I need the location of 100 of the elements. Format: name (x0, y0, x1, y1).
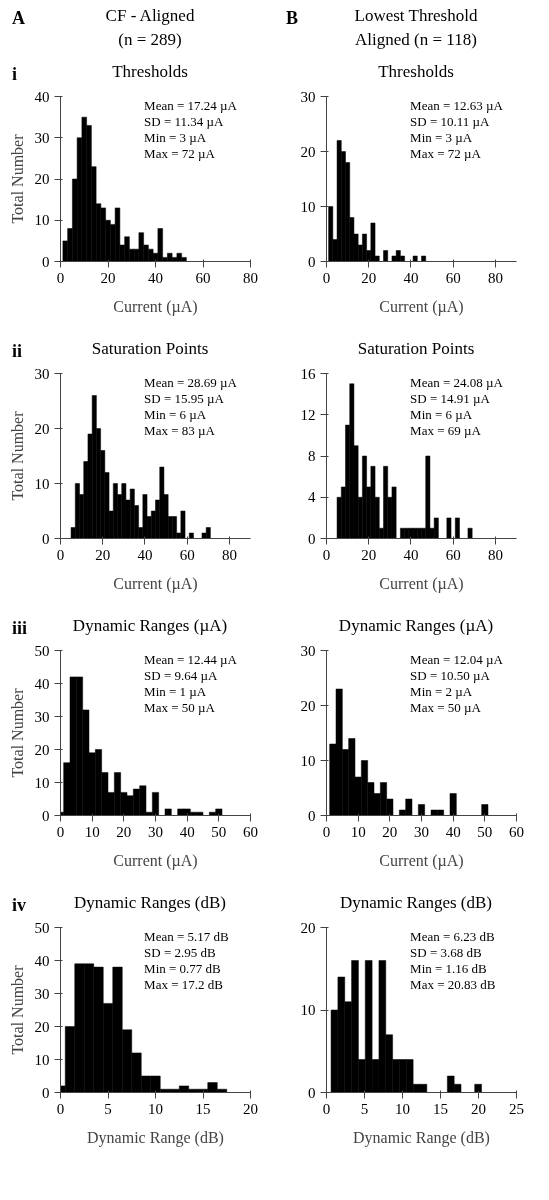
x-tick-label: 60 (179, 546, 195, 563)
annotation: Mean = 12.04 µA (410, 651, 504, 667)
annotation: Max = 50 µA (144, 699, 216, 715)
annotation: Max = 20.83 dB (410, 976, 496, 992)
x-tick-label: 0 (56, 1100, 65, 1117)
y-tick-label: 12 (300, 406, 316, 423)
x-tick-label: 80 (221, 546, 237, 563)
y-axis-title: Total Number (8, 964, 26, 1055)
chart-title: Dynamic Ranges (µA) (338, 615, 494, 637)
annotation: SD = 3.68 dB (410, 944, 483, 960)
annotation: Mean = 12.44 µA (144, 651, 238, 667)
x-tick-label: 20 (382, 823, 398, 840)
y-tick-label: 0 (308, 530, 316, 547)
y-tick-label: 16 (300, 365, 316, 382)
y-tick-label: 30 (300, 88, 316, 105)
x-tick-label: 25 (509, 1100, 524, 1117)
annotation: Mean = 12.63 µA (410, 97, 504, 113)
x-tick-label: 0 (322, 823, 331, 840)
x-tick-label: 20 (471, 1100, 486, 1117)
y-tick-label: 10 (300, 1002, 316, 1018)
annotation: Min = 1.16 dB (410, 960, 488, 976)
annotation: SD = 9.64 µA (144, 667, 219, 683)
x-tick-label: 20 (243, 1100, 258, 1117)
x-axis-title: Dynamic Range (dB) (353, 1128, 490, 1147)
x-tick-label: 40 (403, 269, 419, 286)
y-tick-label: 30 (34, 129, 50, 146)
x-tick-label: 20 (95, 546, 111, 563)
x-tick-label: 5 (360, 1100, 369, 1117)
x-tick-label: 80 (487, 269, 503, 286)
y-tick-label: 0 (308, 807, 316, 824)
y-tick-label: 10 (34, 475, 50, 492)
text: ii (12, 340, 23, 363)
x-tick-label: 20 (361, 546, 377, 563)
x-tick-label: 5 (104, 1100, 112, 1117)
x-tick-label: 50 (477, 823, 493, 840)
annotation: SD = 10.11 µA (410, 113, 491, 129)
annotation: Min = 3 µA (410, 129, 473, 145)
text: iv (12, 894, 27, 917)
y-tick-label: 50 (34, 919, 50, 936)
y-tick-label: 40 (34, 675, 50, 692)
x-axis-title: Current (µA) (379, 297, 464, 316)
x-axis-title: Current (µA) (113, 574, 198, 593)
y-tick-label: 50 (34, 642, 50, 659)
y-tick-label: 0 (42, 530, 50, 547)
y-tick-label: 30 (300, 642, 316, 659)
annotation: Max = 72 µA (410, 145, 482, 161)
x-tick-label: 10 (395, 1100, 410, 1117)
annotation: Max = 17.2 dB (144, 976, 224, 992)
x-axis-title: Current (µA) (113, 851, 198, 870)
y-tick-label: 30 (34, 708, 50, 725)
y-tick-label: 10 (34, 212, 50, 229)
annotation: Max = 83 µA (144, 422, 216, 438)
annotation: SD = 15.95 µA (144, 390, 225, 406)
y-tick-label: 10 (34, 774, 50, 791)
y-tick-label: 0 (42, 1084, 50, 1101)
annotation: SD = 11.34 µA (144, 113, 225, 129)
x-tick-label: 10 (148, 1100, 163, 1117)
annotation: SD = 2.95 dB (144, 944, 217, 960)
y-tick-label: 20 (300, 143, 316, 160)
x-tick-label: 40 (403, 546, 419, 563)
x-axis-title: Current (µA) (379, 574, 464, 593)
text: B (286, 7, 299, 30)
x-tick-label: 80 (487, 546, 503, 563)
x-tick-label: 20 (100, 269, 116, 286)
x-tick-label: 30 (414, 823, 429, 840)
y-tick-label: 20 (34, 420, 50, 437)
y-tick-label: 20 (34, 1018, 50, 1035)
y-tick-label: 20 (34, 171, 50, 187)
y-axis-title: Total Number (8, 687, 26, 778)
y-tick-label: 0 (308, 1084, 316, 1101)
x-axis-title: Dynamic Range (dB) (87, 1128, 224, 1147)
y-axis-title: Total Number (8, 410, 26, 501)
annotation: Max = 50 µA (410, 699, 482, 715)
x-tick-label: 0 (56, 823, 65, 840)
chart-title: Thresholds (378, 61, 454, 83)
annotation: Min = 3 µA (144, 129, 207, 145)
x-tick-label: 10 (84, 823, 100, 840)
annotation: SD = 14.91 µA (410, 390, 491, 406)
x-tick-label: 60 (195, 269, 211, 286)
y-tick-label: 20 (300, 697, 316, 714)
annotation: Max = 69 µA (410, 422, 482, 438)
chart-title: Thresholds (112, 61, 188, 83)
y-tick-label: 10 (300, 752, 316, 769)
x-tick-label: 60 (445, 546, 461, 563)
y-tick-label: 4 (308, 489, 316, 506)
annotation: SD = 10.50 µA (410, 667, 491, 683)
text: CF - Aligned (105, 5, 195, 27)
chart-title: Saturation Points (91, 338, 209, 360)
x-tick-label: 0 (322, 1100, 331, 1117)
y-tick-label: 0 (42, 807, 50, 824)
y-tick-label: 30 (34, 985, 50, 1002)
y-tick-label: 0 (42, 253, 50, 270)
y-tick-label: 20 (300, 919, 316, 936)
x-tick-label: 40 (179, 823, 195, 840)
annotation: Mean = 28.69 µA (144, 374, 238, 390)
annotation: Min = 6 µA (410, 406, 473, 422)
y-tick-label: 10 (300, 198, 316, 215)
x-tick-label: 30 (148, 823, 163, 840)
x-tick-label: 0 (322, 269, 331, 286)
annotation: Min = 1 µA (144, 683, 207, 699)
